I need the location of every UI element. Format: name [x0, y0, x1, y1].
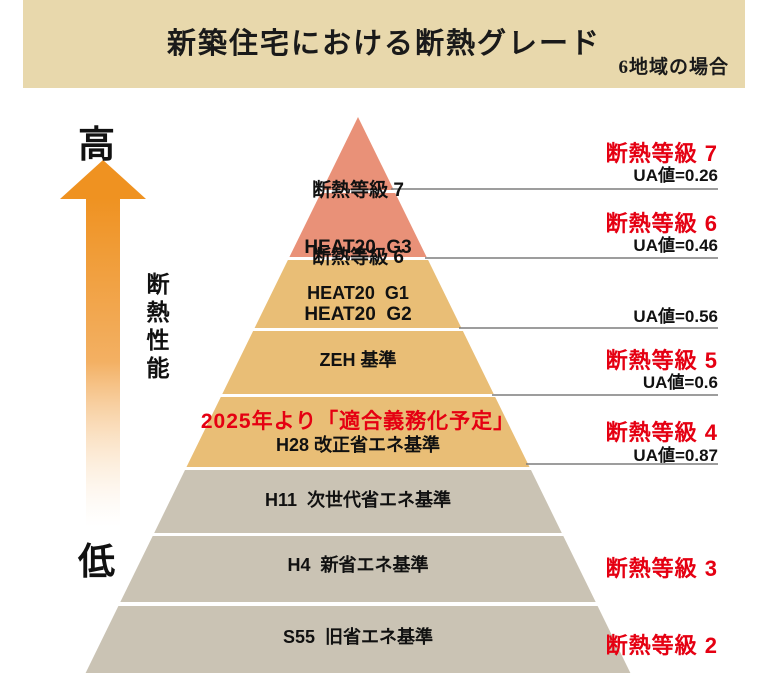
arrow-head-icon [60, 160, 146, 199]
layer-label-h28: H28 改正省エネ基準 [275, 435, 441, 455]
grade-label-5: 断熱等級 5 [605, 348, 718, 373]
pyramid-layer-s55 [85, 606, 631, 673]
mandatory-compliance-notice: 2025年より「適合義務化予定」 [200, 410, 516, 433]
pyramid-layer-h4 [120, 536, 596, 602]
layer-grade-text: 断熱等級 7 [312, 180, 404, 201]
axis-title: 断熱性能 [143, 272, 168, 384]
pyramid-layer-h11 [154, 470, 562, 533]
layer-label-grade6: 断熱等級 6 HEAT20 G2 [304, 210, 411, 362]
pyramid-layer-grade7 [322, 117, 394, 190]
title-banner: 新築住宅における断熱グレード 6地域の場合 [23, 0, 745, 88]
ua-value-g1: UA値=0.56 [633, 307, 718, 326]
axis-high-label: 高 [78, 125, 115, 166]
layer-grade-text: 断熱等級 6 [312, 247, 404, 268]
grade-label-6: 断熱等級 6 [605, 211, 718, 236]
ua-value-4: UA値=0.87 [633, 446, 718, 465]
pyramid-layer-h28 [186, 397, 530, 467]
grade-label-2: 断熱等級 2 [605, 633, 718, 658]
pyramid-layer-heat20-g1 [254, 260, 462, 328]
ua-value-7: UA値=0.26 [633, 166, 718, 185]
layer-label-h11: H11 次世代省エネ基準 [264, 490, 452, 510]
layer-label-grade7: 断熱等級 7 HEAT20 G3 [304, 143, 411, 295]
axis-low-label: 低 [78, 542, 115, 583]
pyramid-layer-grade6 [289, 193, 427, 257]
layer-label-heat20-g1: HEAT20 G1 [307, 283, 409, 303]
grade-label-4: 断熱等級 4 [605, 420, 718, 445]
layer-standard-text: HEAT20 G2 [304, 304, 412, 325]
layer-label-s55: S55 旧省エネ基準 [282, 627, 434, 647]
page-title: 新築住宅における断熱グレード [166, 28, 601, 60]
ua-value-6: UA値=0.46 [633, 236, 718, 255]
arrow-shaft [86, 197, 120, 527]
layer-label-h4: H4 新省エネ基準 [287, 555, 429, 575]
ua-value-5: UA値=0.6 [642, 373, 718, 392]
layer-standard-text: HEAT20 G3 [304, 237, 412, 258]
divider-lines [391, 188, 718, 465]
layer-label-zeh: ZEH 基準 [319, 350, 397, 370]
grade-label-3: 断熱等級 3 [605, 556, 718, 581]
pyramid-layer-zeh [222, 331, 494, 394]
grade-label-7: 断熱等級 7 [605, 141, 718, 166]
page-subtitle: 6地域の場合 [618, 57, 729, 78]
